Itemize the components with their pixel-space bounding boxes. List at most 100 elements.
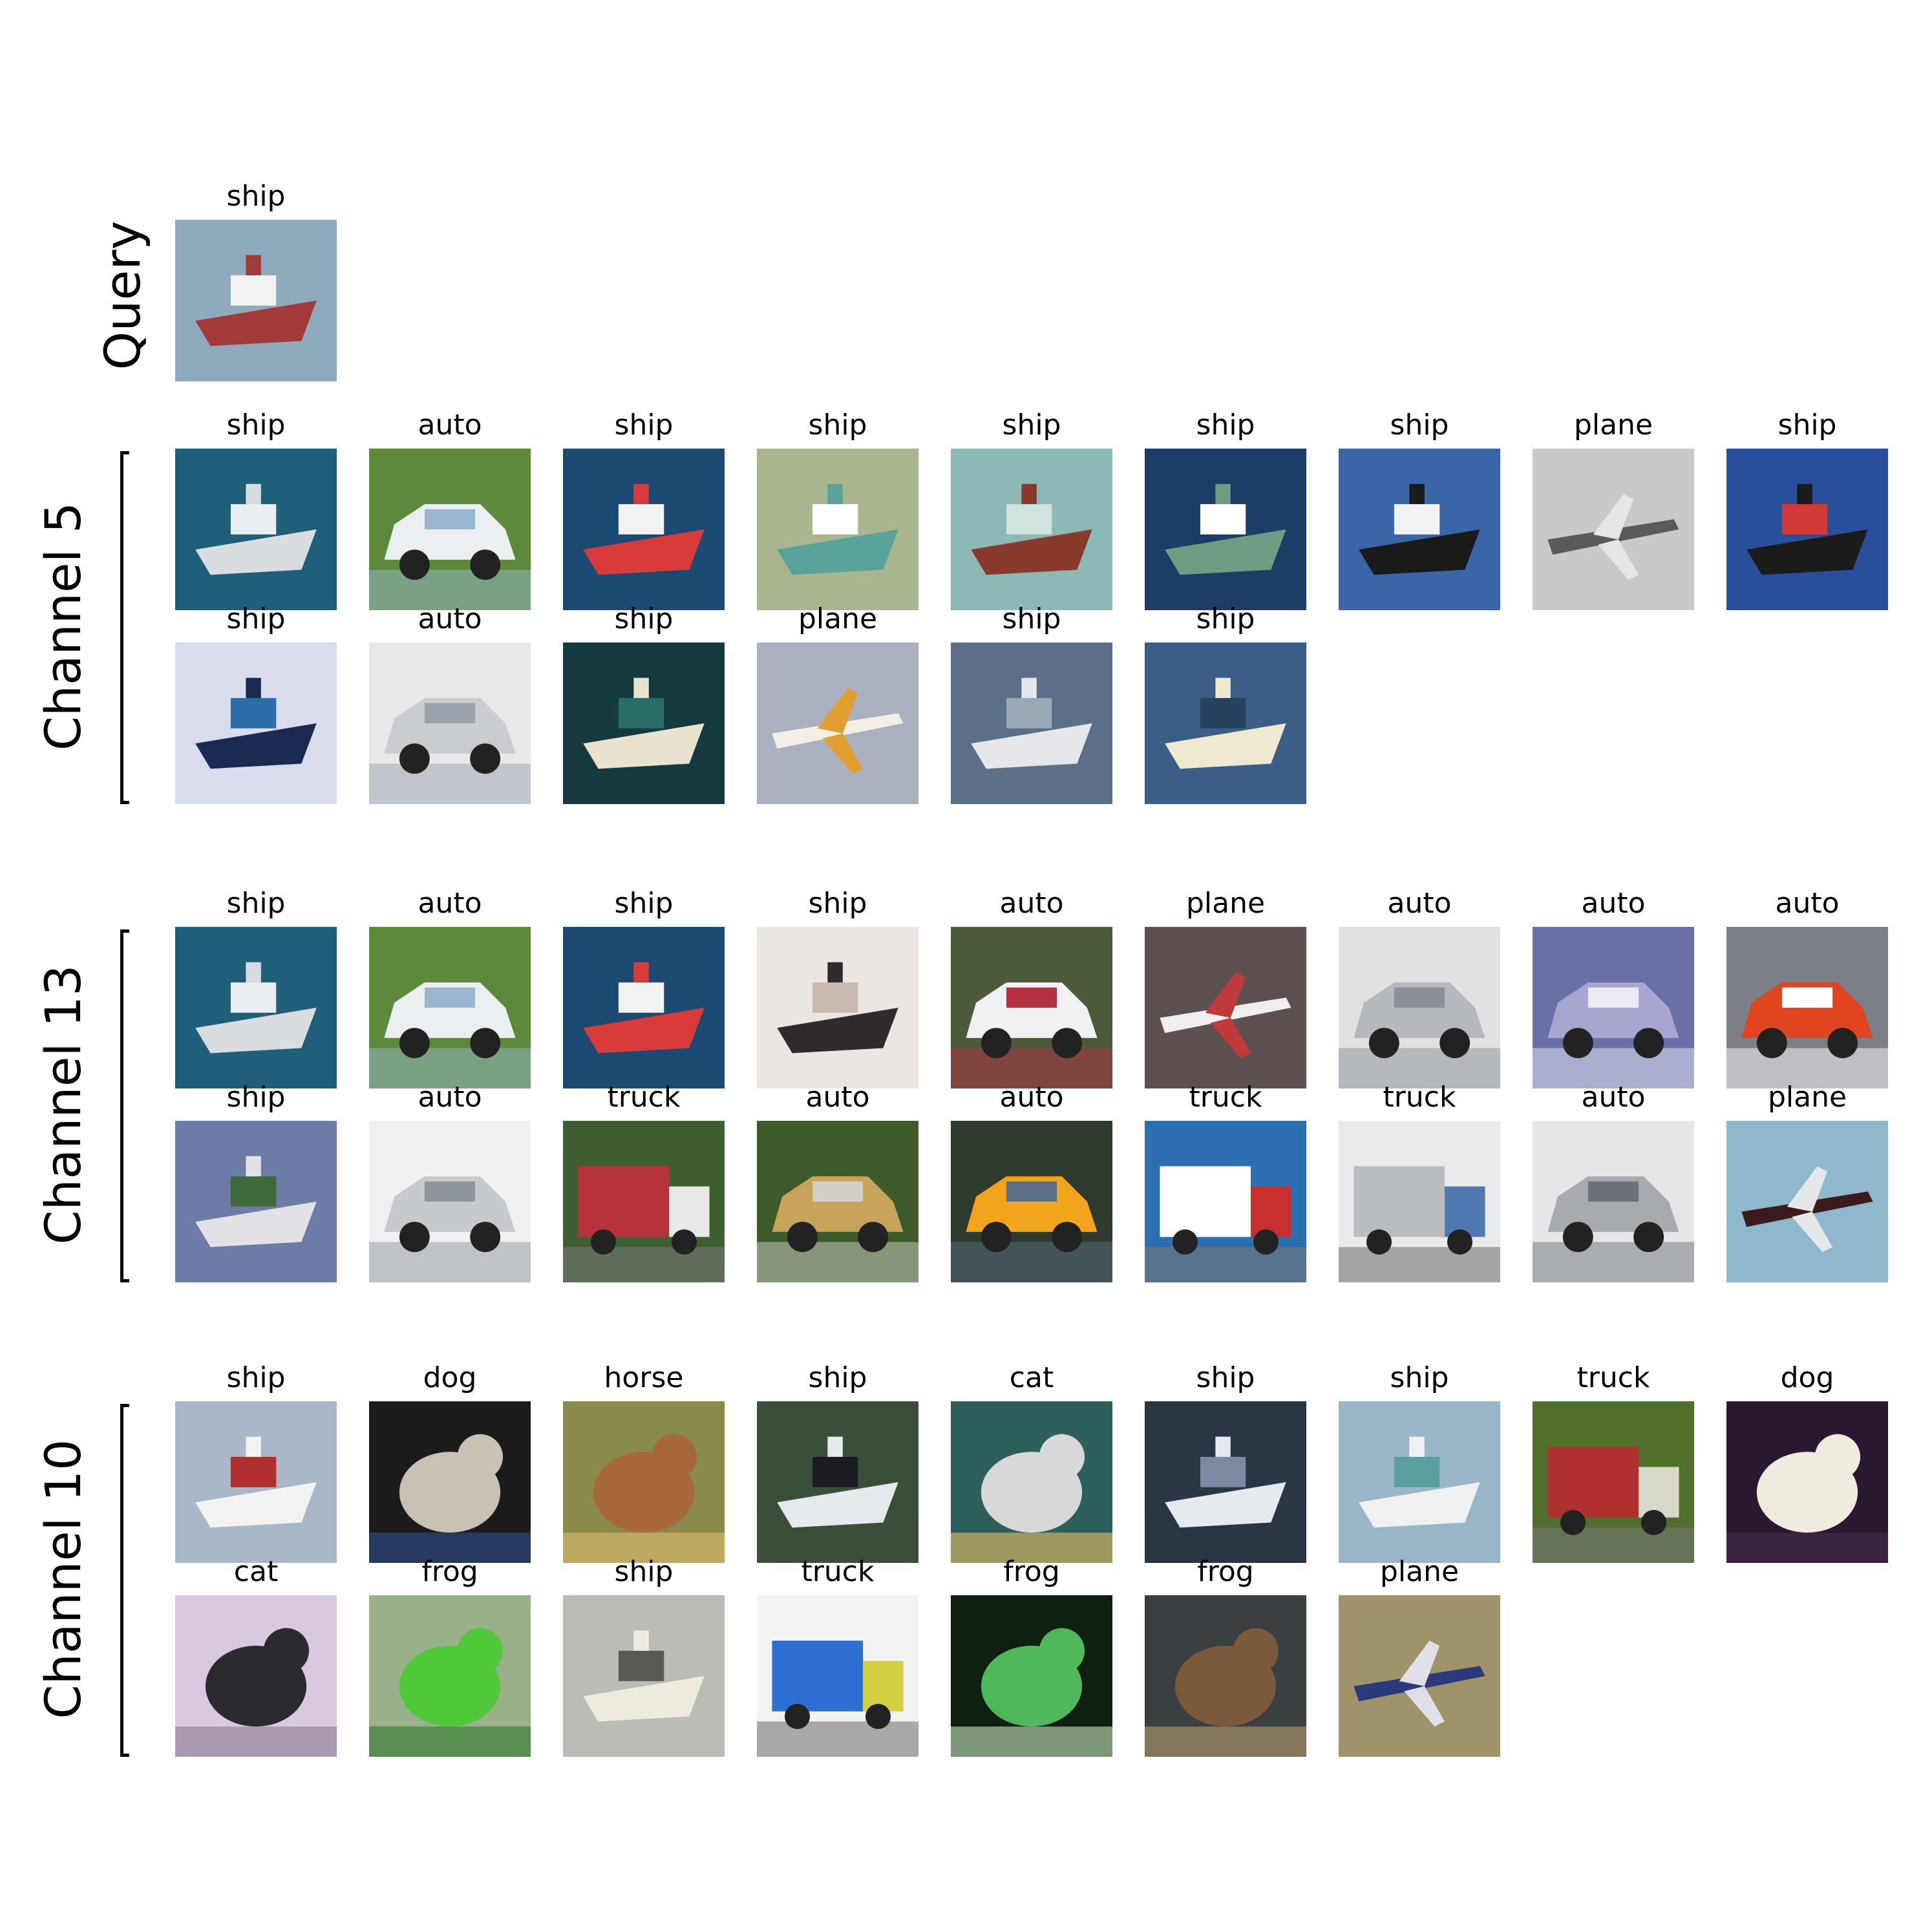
image-class-label: horse (604, 1361, 684, 1394)
image-class-label: dog (423, 1361, 477, 1394)
retrieved-image-car (1533, 1121, 1694, 1282)
retrieved-image-car (1726, 927, 1888, 1088)
image-class-label: truck (1383, 1081, 1456, 1114)
retrieved-image-animal (369, 1595, 531, 1757)
retrieved-image-ship (757, 927, 918, 1088)
retrieved-image-ship (951, 449, 1112, 610)
retrieved-image-ship (175, 642, 337, 804)
retrieved-image-animal (1145, 1595, 1306, 1757)
image-class-label: ship (1002, 409, 1061, 441)
image-class-label: frog (1003, 1555, 1060, 1588)
image-class-label: ship (226, 887, 286, 920)
retrieved-image-car (369, 1121, 531, 1282)
retrieved-image-car (757, 1121, 918, 1282)
image-class-label: auto (999, 1081, 1064, 1114)
image-class-label: auto (418, 887, 482, 920)
retrieved-image-ship (563, 449, 725, 610)
retrieved-image-plane (1533, 449, 1694, 610)
retrieved-image-ship (563, 642, 725, 804)
retrieved-image-car (951, 927, 1112, 1088)
retrieved-image-animal (175, 1595, 337, 1757)
retrieved-image-car (369, 642, 531, 804)
image-class-label: ship (226, 602, 286, 635)
image-class-label: auto (418, 1081, 482, 1114)
image-class-label: ship (1002, 602, 1061, 635)
image-class-label: plane (1379, 1555, 1460, 1588)
retrieved-image-ship (1145, 449, 1306, 610)
retrieved-image-truck (1533, 1401, 1694, 1563)
image-class-label: plane (1573, 409, 1653, 441)
retrieved-image-animal (563, 1401, 725, 1563)
image-class-label: cat (1009, 1361, 1054, 1394)
retrieved-image-plane (1726, 1121, 1888, 1282)
image-class-label: plane (1767, 1081, 1847, 1114)
retrieved-image-ship (175, 927, 337, 1088)
group-bracket (120, 929, 129, 1282)
image-class-label: auto (1775, 887, 1840, 920)
image-class-label: frog (1197, 1555, 1254, 1588)
image-class-label: truck (607, 1081, 681, 1114)
retrieved-image-truck (1145, 1121, 1306, 1282)
query-row-label: Query (94, 220, 151, 370)
retrieved-image-car (369, 449, 531, 610)
image-class-label: ship (1390, 1361, 1449, 1394)
retrieved-image-car (951, 1121, 1112, 1282)
retrieved-image-plane (1339, 1595, 1500, 1757)
image-class-label: auto (1387, 887, 1452, 920)
retrieved-image-animal (1726, 1401, 1888, 1563)
retrieved-image-ship (175, 449, 337, 610)
image-class-label: ship (226, 409, 286, 441)
retrieved-image-ship (1145, 1401, 1306, 1563)
retrieved-image-ship (1726, 449, 1888, 610)
query-image-label: ship (226, 180, 286, 213)
retrieved-image-animal (369, 1401, 531, 1563)
retrieved-image-animal (951, 1401, 1112, 1563)
image-class-label: ship (1196, 602, 1255, 635)
retrieved-image-truck (563, 1121, 725, 1282)
image-class-label: auto (418, 602, 482, 635)
image-class-label: truck (801, 1555, 875, 1588)
retrieved-image-ship (1145, 642, 1306, 804)
image-class-label: ship (614, 409, 674, 441)
image-class-label: ship (808, 1361, 867, 1394)
retrieved-image-ship (563, 1595, 725, 1757)
retrieved-image-ship (1339, 449, 1500, 610)
image-class-label: frog (421, 1555, 478, 1588)
retrieved-image-ship (1339, 1401, 1500, 1563)
retrieved-image-ship (951, 642, 1112, 804)
image-class-label: plane (1185, 887, 1266, 920)
retrieved-image-car (1533, 927, 1694, 1088)
retrieved-image-ship (563, 927, 725, 1088)
image-class-label: plane (798, 602, 878, 635)
retrieved-image-car (369, 927, 531, 1088)
retrieved-image-truck (1339, 1121, 1500, 1282)
image-class-label: ship (1196, 1361, 1255, 1394)
image-class-label: auto (999, 887, 1064, 920)
image-class-label: ship (226, 1361, 286, 1394)
image-class-label: ship (614, 602, 674, 635)
image-class-label: ship (226, 1081, 286, 1114)
image-class-label: auto (1581, 887, 1646, 920)
channel-group-label: Channel 5 (34, 502, 92, 751)
image-class-label: ship (614, 1555, 674, 1588)
image-class-label: ship (808, 887, 867, 920)
retrieved-image-ship (757, 1401, 918, 1563)
image-class-label: ship (1390, 409, 1449, 441)
retrieved-image-truck (757, 1595, 918, 1757)
image-class-label: truck (1576, 1361, 1650, 1394)
image-class-label: truck (1189, 1081, 1262, 1114)
retrieved-image-ship (175, 1121, 337, 1282)
channel-group-label: Channel 10 (34, 1439, 92, 1719)
image-class-label: auto (1581, 1081, 1646, 1114)
retrieved-image-animal (951, 1595, 1112, 1757)
image-class-label: auto (418, 409, 482, 441)
image-class-label: ship (1778, 409, 1837, 441)
image-class-label: ship (1196, 409, 1255, 441)
retrieved-image-ship (757, 449, 918, 610)
retrieved-image-car (1339, 927, 1500, 1088)
channel-group-label: Channel 13 (34, 964, 92, 1245)
query-image (175, 220, 337, 381)
group-bracket (120, 451, 129, 804)
image-class-label: ship (808, 409, 867, 441)
retrieved-image-plane (757, 642, 918, 804)
